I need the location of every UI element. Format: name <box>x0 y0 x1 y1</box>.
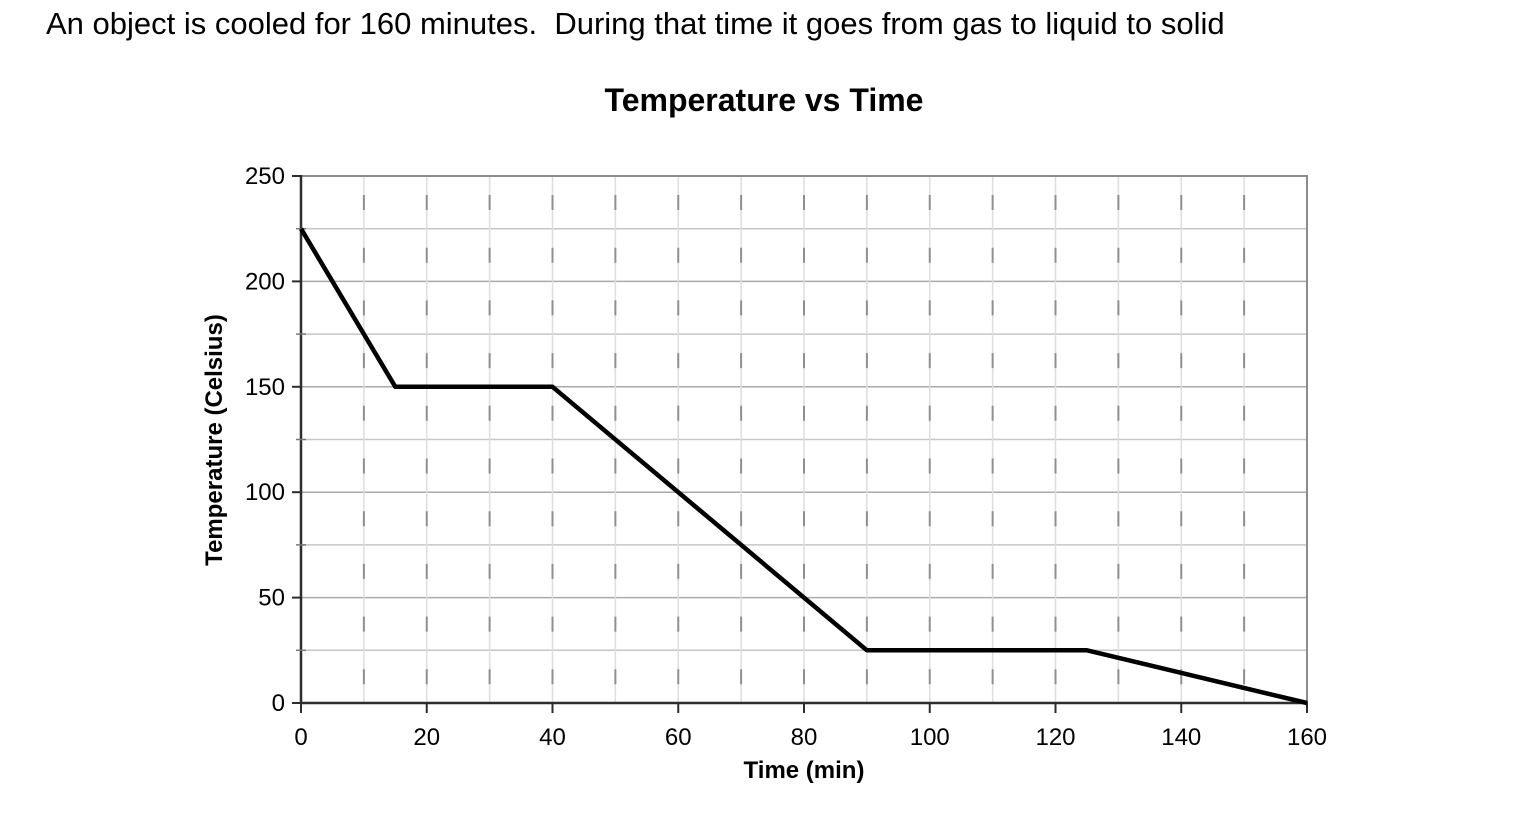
x-tick-label: 160 <box>1287 724 1327 751</box>
y-tick-label: 0 <box>272 690 285 717</box>
x-tick-label: 20 <box>413 724 440 751</box>
x-tick-label: 100 <box>910 724 950 751</box>
y-tick-label: 250 <box>245 163 285 190</box>
x-tick-label: 80 <box>791 724 818 751</box>
chart-title: Temperature vs Time <box>604 82 924 118</box>
x-tick-label: 120 <box>1035 724 1075 751</box>
x-axis-title: Time (min) <box>743 757 865 784</box>
temperature-line <box>299 227 1308 706</box>
y-tick-label: 50 <box>258 585 285 612</box>
y-tick-label: 150 <box>245 374 285 401</box>
x-tick-label: 140 <box>1161 724 1201 751</box>
y-tick-label: 200 <box>245 268 285 295</box>
x-tick-label: 60 <box>665 724 692 751</box>
y-tick-label: 100 <box>245 479 285 506</box>
x-tick-label: 0 <box>294 724 307 751</box>
x-tick-label: 40 <box>539 724 566 751</box>
problem-statement: An object is cooled for 160 minutes. Dur… <box>46 6 1225 41</box>
